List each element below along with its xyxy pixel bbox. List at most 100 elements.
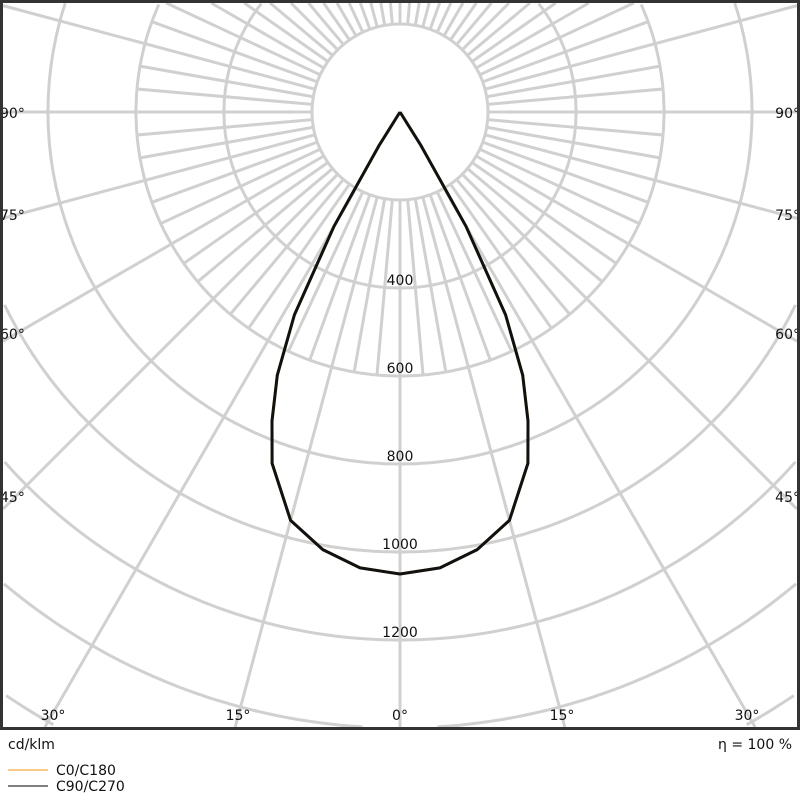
grid-spoke (335, 2, 358, 37)
grid-spoke (247, 183, 351, 330)
grid-spoke (487, 87, 664, 106)
radial-tick-label: 400 (387, 273, 414, 289)
grid-spoke (196, 167, 334, 283)
angle-tick-label: 0° (392, 708, 408, 724)
angle-tick-label: 30° (735, 708, 760, 724)
grid-spoke (482, 20, 649, 84)
grid-spoke (413, 2, 421, 26)
grid-spoke (486, 64, 661, 99)
grid-spoke (484, 133, 798, 220)
angle-tick-label-right: 90° (775, 106, 800, 122)
grid-spoke (455, 2, 493, 46)
radial-tick-label: 1200 (382, 625, 418, 641)
grid-spoke (484, 4, 798, 91)
grid-spoke (442, 187, 757, 728)
grid-spoke (428, 2, 442, 30)
grid-spoke (347, 2, 365, 33)
grid-spoke (487, 118, 664, 137)
legend-label-c90: C90/C270 (56, 779, 125, 795)
grid-spoke (479, 1, 635, 77)
grid-spoke (287, 191, 365, 352)
grid-spoke (1, 173, 339, 511)
grid-spoke (455, 178, 571, 316)
angle-tick-label-right: 45° (775, 490, 800, 506)
grid-spoke (289, 1, 339, 51)
grid-spoke (461, 173, 799, 511)
grid-spoke (435, 2, 453, 33)
grid-spoke (475, 154, 798, 343)
grid-spoke (2, 133, 316, 220)
grid-spoke (471, 1, 557, 63)
angle-tick-label-left: 60° (0, 327, 25, 343)
angle-tick-label-left: 45° (0, 490, 25, 506)
grid-spoke (449, 2, 478, 41)
grid-ring (400, 4, 666, 378)
angle-tick-label: 15° (226, 708, 251, 724)
grid-spoke (2, 4, 316, 91)
grid-spoke (139, 125, 314, 160)
grid-spoke (43, 187, 358, 728)
grid-spoke (428, 194, 492, 361)
unit-label: cd/klm (8, 737, 55, 753)
grid-spoke (165, 1, 321, 77)
grid-spoke (486, 125, 661, 160)
angle-tick-label-right: 60° (775, 327, 800, 343)
grid-spoke (479, 147, 640, 225)
grid-ring (3, 460, 400, 642)
grid-spoke (358, 2, 372, 30)
grid-ring (134, 4, 400, 378)
grid-spoke (182, 161, 329, 265)
grid-spoke (449, 183, 553, 330)
grid-spoke (421, 2, 431, 28)
grid-spoke (388, 2, 394, 25)
grid-spoke (369, 2, 379, 28)
grid-spoke (482, 140, 649, 204)
grid-spoke (442, 2, 465, 37)
plot-frame (0, 0, 800, 730)
grid-spoke (406, 199, 425, 376)
grid-spoke (210, 1, 325, 70)
grid-spoke (233, 196, 379, 728)
grid-spoke (466, 167, 604, 283)
grid-spoke (151, 140, 318, 204)
grid-ring (400, 460, 797, 642)
grid-spoke (136, 87, 313, 106)
grid-spoke (136, 118, 313, 137)
radial-tick-label: 600 (387, 361, 414, 377)
grid-spoke (243, 1, 329, 63)
grid-ring (400, 304, 797, 554)
curve-c90-c270 (270, 111, 530, 576)
grid-spoke (461, 1, 511, 51)
labels: 400 600 800 1000 1200 30° 15° 0° 15° 30° 90° 90° 75°… (0, 106, 800, 724)
angle-tick-label: 30° (41, 708, 66, 724)
grid-spoke (466, 1, 531, 57)
grid-spoke (229, 178, 345, 316)
grid-spoke (308, 194, 372, 361)
grid-ring (222, 2, 400, 290)
curves (270, 111, 530, 576)
grid-spoke (139, 64, 314, 99)
grid-ring (400, 2, 578, 290)
grid-spoke (160, 147, 321, 225)
grid-spoke (435, 191, 513, 352)
grid-spoke (2, 154, 325, 343)
radial-tick-label: 800 (387, 449, 414, 465)
grid-spoke (322, 2, 351, 41)
legend-label-c0: C0/C180 (56, 763, 116, 779)
grid-spoke (379, 2, 387, 26)
grid-ring (3, 582, 363, 729)
angle-tick-label-left: 75° (0, 208, 25, 224)
grid-ring (5, 694, 55, 727)
grid-spoke (375, 199, 394, 376)
angle-tick-label-right: 75° (775, 208, 800, 224)
grid-spoke (307, 2, 345, 46)
radial-tick-label: 1000 (382, 537, 418, 553)
angle-tick-label-left: 90° (0, 106, 25, 122)
grid-spoke (406, 2, 412, 25)
grid-spoke (475, 1, 590, 70)
grid-ring (437, 582, 797, 729)
polar-grid (1, 1, 799, 729)
grid-spoke (421, 196, 567, 728)
grid-spoke (471, 161, 618, 265)
